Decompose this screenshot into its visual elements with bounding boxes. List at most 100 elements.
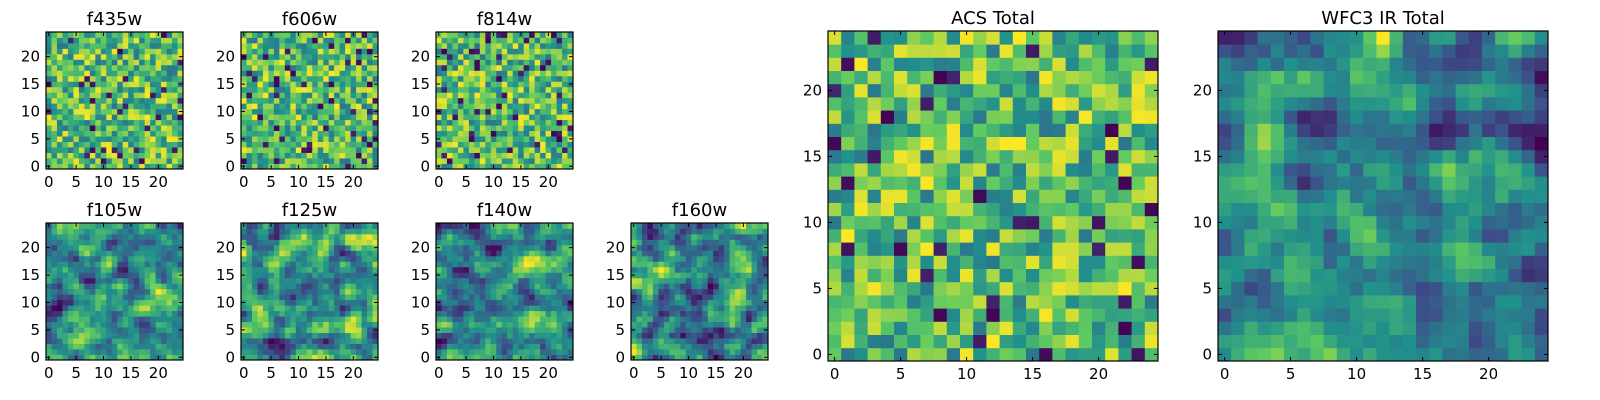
heatmap-cell — [562, 223, 568, 229]
heatmap-cell — [973, 295, 987, 309]
heatmap-cell — [933, 321, 948, 335]
heatmap-cell — [268, 294, 275, 301]
heatmap-cell — [828, 321, 842, 335]
heatmap-cell — [674, 233, 681, 240]
heatmap-cell — [468, 272, 475, 279]
heatmap-cell — [735, 316, 741, 323]
heatmap-cell — [95, 239, 102, 246]
heatmap-cell — [334, 294, 341, 301]
heatmap-cell — [133, 299, 140, 306]
heatmap-cell — [757, 305, 763, 312]
heatmap-cell — [372, 250, 379, 257]
heatmap-cell — [973, 242, 987, 256]
heatmap-cell — [317, 125, 324, 132]
heatmap-cell — [361, 75, 368, 82]
heatmap-cell — [973, 229, 987, 243]
heatmap-cell — [328, 349, 335, 355]
heatmap-cell — [251, 119, 258, 126]
heatmap-cell — [468, 327, 475, 333]
heatmap-cell — [372, 288, 379, 295]
heatmap-cell — [707, 316, 714, 323]
heatmap-cell — [133, 97, 140, 104]
heatmap-cell — [106, 92, 113, 99]
heatmap-cell — [501, 42, 508, 49]
heatmap-cell — [468, 119, 475, 126]
heatmap-cell — [46, 70, 52, 77]
heatmap-cell — [268, 266, 275, 273]
heatmap-cell — [67, 64, 74, 71]
heatmap-cell — [257, 70, 264, 77]
heatmap-cell — [122, 321, 129, 328]
heatmap-cell — [485, 64, 492, 71]
heatmap-cell — [139, 119, 146, 126]
heatmap-cell — [523, 152, 530, 159]
heatmap-cell — [946, 229, 961, 243]
heatmap-cell — [144, 283, 151, 290]
heatmap-cell — [89, 147, 96, 153]
heatmap-cell — [854, 268, 868, 283]
heatmap-cell — [636, 316, 643, 323]
heatmap-cell — [56, 37, 63, 44]
heatmap-cell — [356, 255, 362, 262]
heatmap-cell — [680, 272, 687, 279]
heatmap-cell — [257, 272, 264, 279]
heatmap-cell — [62, 266, 69, 273]
heatmap-cell — [273, 272, 280, 279]
heatmap-cell — [111, 223, 118, 229]
heatmap-cell — [468, 136, 475, 142]
heatmap-cell — [669, 349, 676, 355]
heatmap-cell — [133, 277, 140, 284]
heatmap-cell — [534, 228, 541, 235]
heatmap-cell — [641, 327, 648, 333]
heatmap-cell — [78, 136, 85, 142]
heatmap-cell — [301, 152, 308, 159]
heatmap-cell — [658, 261, 665, 268]
heatmap-cell — [685, 228, 692, 235]
heatmap-cell — [67, 114, 74, 121]
heatmap-cell — [172, 277, 178, 284]
heatmap-cell — [474, 59, 481, 66]
heatmap-cell — [933, 229, 948, 243]
heatmap-cell — [680, 316, 687, 323]
heatmap-cell — [674, 332, 681, 339]
heatmap-cell — [273, 228, 280, 235]
heatmap-cell — [452, 48, 459, 55]
heatmap-cell — [724, 354, 731, 361]
heatmap-cell — [89, 261, 96, 268]
heatmap-cell — [485, 277, 492, 284]
heatmap-cell — [854, 229, 868, 243]
heatmap-cell — [463, 42, 470, 49]
heatmap-cell — [155, 349, 162, 355]
heatmap-cell — [707, 223, 714, 229]
heatmap-cell — [301, 59, 308, 66]
heatmap-cell — [534, 163, 541, 170]
heatmap-cell — [161, 310, 167, 317]
heatmap-cell — [946, 334, 961, 349]
heatmap-cell — [257, 316, 264, 323]
heatmap-cell — [290, 299, 297, 306]
heatmap-cell — [155, 125, 162, 132]
heatmap-cell — [551, 239, 557, 246]
heatmap-cell — [133, 228, 140, 235]
heatmap-cell — [339, 114, 346, 121]
heatmap-cell — [246, 59, 253, 66]
heatmap-cell — [457, 70, 464, 77]
heatmap-cell — [133, 59, 140, 66]
heatmap-cell — [84, 261, 91, 268]
heatmap-cell — [479, 108, 486, 115]
heatmap-cell — [328, 32, 335, 38]
heatmap-cell — [501, 349, 508, 355]
heatmap-cell — [111, 316, 118, 323]
heatmap-cell — [46, 141, 52, 148]
heatmap-cell — [854, 202, 868, 217]
heatmap-cell — [523, 233, 530, 240]
heatmap-cell — [669, 305, 676, 312]
heatmap-cell — [663, 316, 670, 323]
heatmap-cell — [1092, 189, 1106, 203]
heatmap-cell — [762, 255, 769, 262]
heatmap-cell — [356, 233, 362, 240]
heatmap-cell — [128, 136, 135, 142]
heatmap-cell — [674, 349, 681, 355]
heatmap-cell — [150, 283, 156, 290]
